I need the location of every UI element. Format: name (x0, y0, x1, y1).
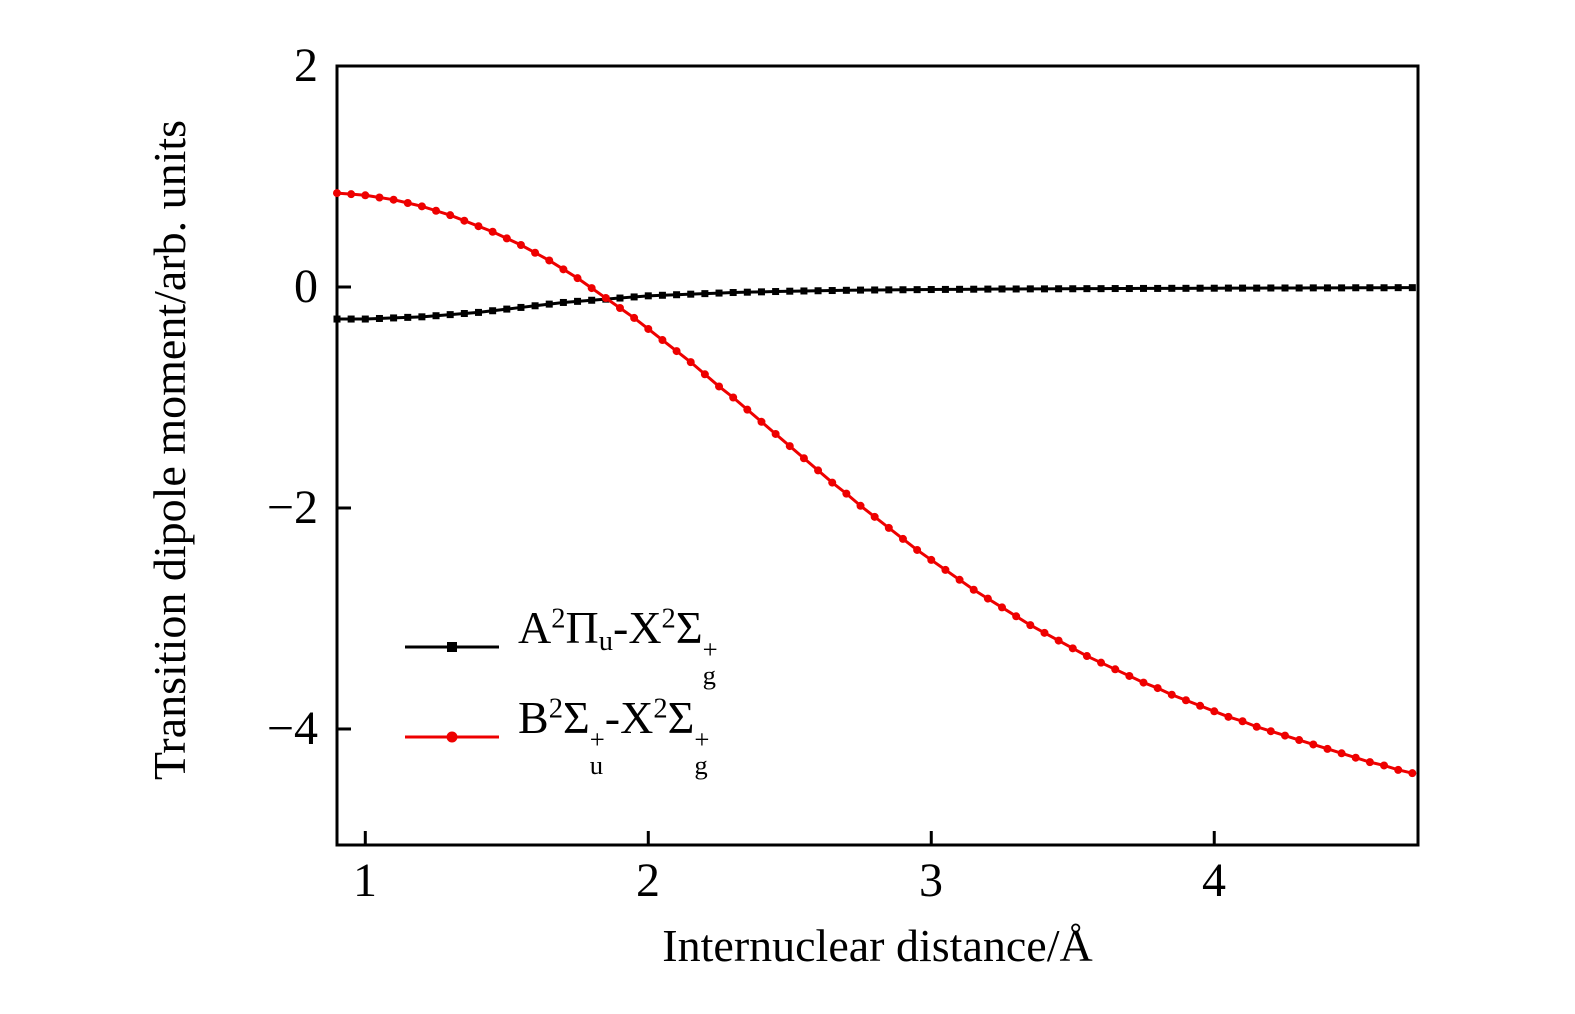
legend-line-square-icon (405, 642, 499, 652)
y-tick-label: 0 (294, 260, 318, 313)
x-axis-title: Internuclear distance/Å (662, 920, 1093, 971)
y-tick-label: 2 (294, 39, 318, 92)
x-tick-label: 3 (919, 854, 943, 907)
y-axis-title: Transition dipole moment/arb. units (144, 119, 195, 781)
legend-item-b: B2Σ + u -X2Σ + g (402, 694, 718, 779)
x-tick-label: 2 (636, 854, 660, 907)
legend-label-b: B2Σ + u -X2Σ + g (518, 691, 710, 781)
legend-item-a: A2Πu-X2Σ + g (402, 604, 718, 689)
y-tick-label: −4 (266, 702, 318, 755)
x-tick-label: 1 (353, 854, 377, 907)
x-tick-label: 4 (1202, 854, 1226, 907)
y-tick-label: −2 (266, 481, 318, 534)
legend-line-circle-icon (405, 731, 499, 743)
legend-label-a: A2Πu-X2Σ + g (518, 601, 718, 691)
legend: A2Πu-X2Σ + g B2Σ + u -X2Σ + g (402, 604, 718, 779)
